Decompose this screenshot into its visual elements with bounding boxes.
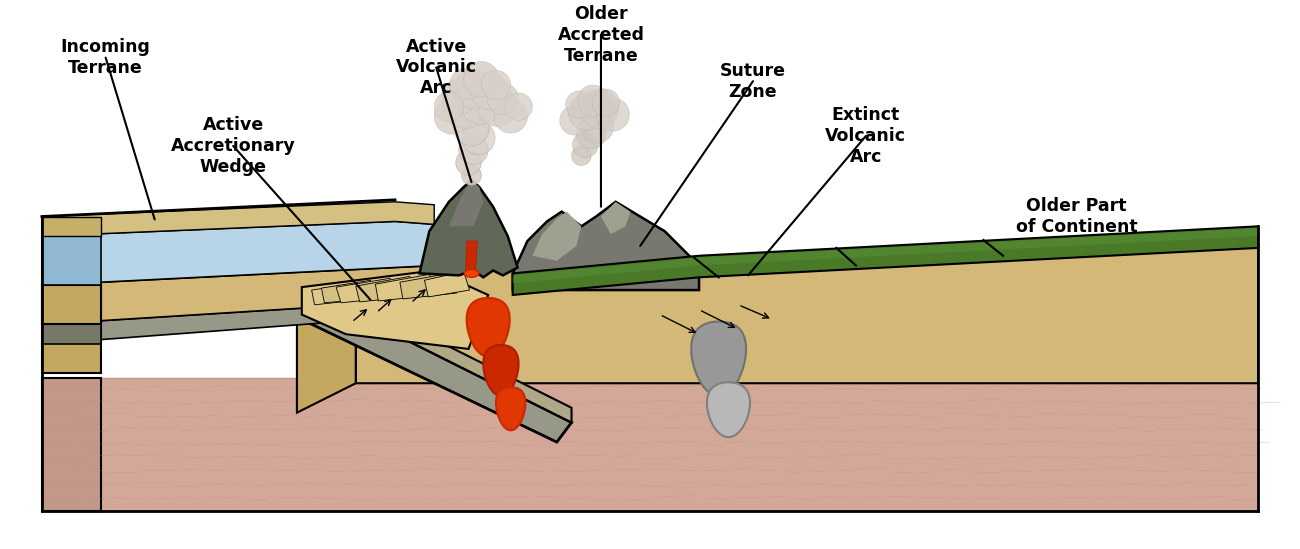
Polygon shape	[42, 285, 101, 324]
Text: Active
Volcanic
Arc: Active Volcanic Arc	[395, 38, 477, 97]
Circle shape	[464, 61, 499, 97]
Polygon shape	[296, 276, 356, 413]
Text: Older Part
of Continent: Older Part of Continent	[1015, 197, 1138, 236]
Polygon shape	[302, 300, 572, 442]
Polygon shape	[512, 202, 699, 290]
Text: Older
Accreted
Terrane: Older Accreted Terrane	[558, 5, 645, 65]
Circle shape	[572, 132, 598, 158]
Circle shape	[477, 87, 516, 126]
Polygon shape	[312, 283, 360, 305]
Circle shape	[445, 85, 488, 128]
Text: Suture
Zone: Suture Zone	[720, 62, 786, 100]
Polygon shape	[532, 211, 581, 261]
Circle shape	[462, 165, 481, 185]
Polygon shape	[400, 273, 456, 299]
Text: Incoming
Terrane: Incoming Terrane	[61, 38, 151, 77]
Text: Extinct
Volcanic
Arc: Extinct Volcanic Arc	[826, 107, 906, 166]
Polygon shape	[420, 180, 517, 277]
Circle shape	[576, 120, 606, 149]
Polygon shape	[376, 274, 437, 301]
Polygon shape	[356, 276, 417, 302]
Circle shape	[488, 83, 519, 115]
Circle shape	[580, 89, 619, 128]
Polygon shape	[707, 382, 750, 437]
Circle shape	[456, 150, 481, 175]
Circle shape	[577, 85, 608, 116]
Circle shape	[454, 110, 489, 146]
Circle shape	[481, 70, 511, 100]
Polygon shape	[356, 246, 1258, 383]
Polygon shape	[465, 241, 477, 273]
Polygon shape	[42, 378, 1258, 511]
Polygon shape	[42, 300, 434, 344]
Circle shape	[504, 93, 532, 120]
Polygon shape	[512, 228, 1258, 283]
Polygon shape	[467, 298, 510, 357]
Circle shape	[560, 106, 589, 135]
Circle shape	[441, 79, 476, 115]
Circle shape	[450, 69, 481, 100]
Circle shape	[597, 98, 629, 131]
Circle shape	[434, 99, 469, 134]
Polygon shape	[512, 226, 1258, 295]
Circle shape	[462, 121, 495, 155]
Polygon shape	[424, 271, 469, 297]
Circle shape	[454, 69, 493, 109]
Polygon shape	[601, 202, 630, 234]
Polygon shape	[497, 387, 525, 430]
Ellipse shape	[464, 270, 478, 277]
Circle shape	[572, 146, 592, 165]
Polygon shape	[326, 285, 572, 423]
Circle shape	[471, 72, 508, 110]
Circle shape	[494, 100, 528, 133]
Polygon shape	[692, 322, 746, 396]
Polygon shape	[42, 324, 101, 344]
Circle shape	[459, 135, 489, 165]
Polygon shape	[42, 236, 101, 285]
Polygon shape	[337, 278, 396, 303]
Circle shape	[592, 89, 620, 116]
Circle shape	[568, 95, 604, 130]
Polygon shape	[321, 281, 377, 303]
Polygon shape	[42, 266, 434, 324]
Polygon shape	[42, 216, 101, 373]
Polygon shape	[448, 180, 484, 226]
Polygon shape	[42, 378, 101, 511]
Circle shape	[458, 77, 504, 124]
Text: Active
Accretionary
Wedge: Active Accretionary Wedge	[170, 116, 295, 176]
Polygon shape	[484, 345, 519, 396]
Circle shape	[566, 91, 593, 119]
Polygon shape	[42, 221, 434, 285]
Circle shape	[580, 110, 614, 143]
Circle shape	[434, 92, 464, 121]
Polygon shape	[302, 271, 489, 349]
Polygon shape	[42, 202, 434, 236]
Polygon shape	[42, 216, 101, 236]
